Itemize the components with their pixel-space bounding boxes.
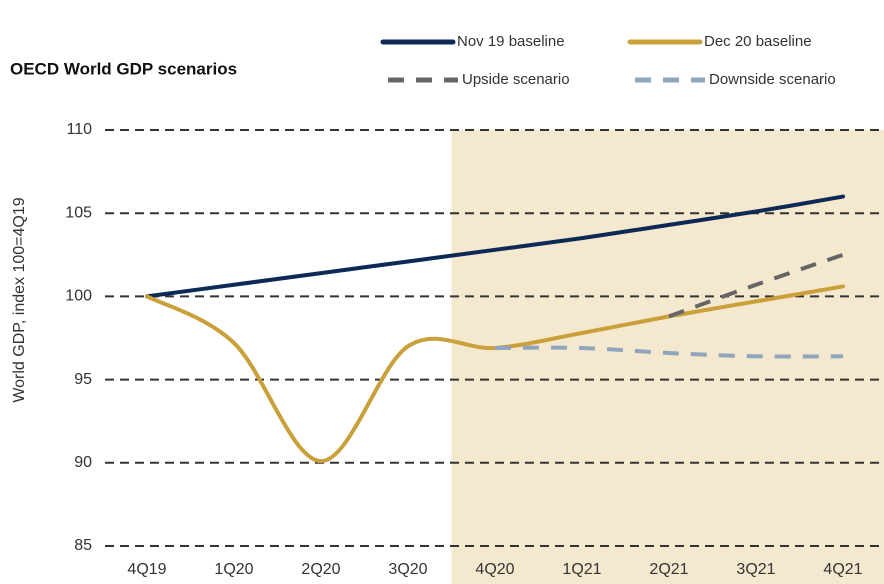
forecast-shade <box>451 130 884 584</box>
y-tick-label: 90 <box>74 454 92 471</box>
legend-label: Dec 20 baseline <box>704 33 812 50</box>
x-tick-label: 1Q20 <box>214 561 253 578</box>
x-tick-label: 3Q21 <box>736 561 775 578</box>
y-tick-label: 110 <box>66 121 92 138</box>
series-line <box>494 345 844 359</box>
y-tick-label: 105 <box>65 204 92 221</box>
legend-label: Downside scenario <box>709 71 836 88</box>
x-tick-label: 2Q21 <box>649 561 688 578</box>
legend-label: Nov 19 baseline <box>457 33 565 50</box>
x-tick-label: 4Q20 <box>475 561 514 578</box>
x-tick-label: 4Q21 <box>823 561 862 578</box>
chart-title: OECD World GDP scenarios <box>10 59 237 78</box>
x-tick-label: 2Q20 <box>301 561 340 578</box>
x-tick-label: 4Q19 <box>127 561 166 578</box>
y-axis-label: World GDP, index 100=4Q19 <box>11 197 28 402</box>
series-line <box>145 284 845 464</box>
legend-label: Upside scenario <box>462 71 570 88</box>
x-tick-label: 3Q20 <box>388 561 427 578</box>
y-tick-label: 100 <box>65 288 92 305</box>
series-line <box>668 252 844 319</box>
series-line <box>145 194 845 299</box>
x-tick-label: 1Q21 <box>562 561 601 578</box>
y-tick-label: 85 <box>74 537 92 554</box>
y-tick-label: 95 <box>74 371 92 388</box>
